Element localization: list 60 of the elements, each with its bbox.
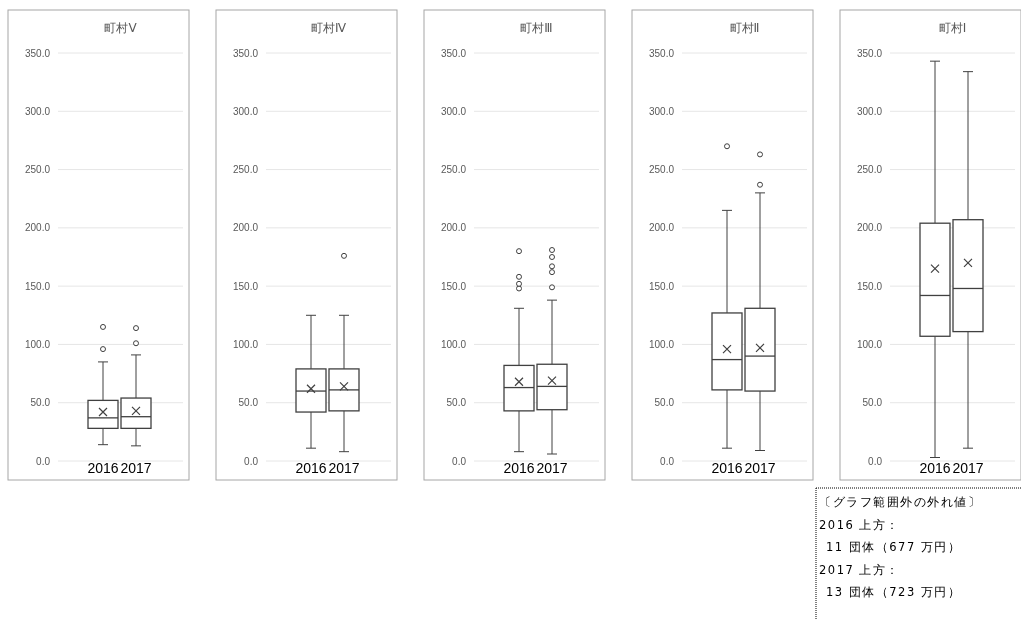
y-tick-label: 50.0 bbox=[654, 397, 675, 409]
y-tick-label: 0.0 bbox=[36, 455, 51, 467]
y-tick-label: 200.0 bbox=[856, 222, 883, 234]
y-tick-label: 100.0 bbox=[856, 338, 883, 350]
text: 2017 上方： bbox=[819, 562, 900, 577]
y-tick-label: 350.0 bbox=[232, 47, 259, 59]
y-tick-label: 50.0 bbox=[238, 397, 259, 409]
y-tick-label: 100.0 bbox=[648, 338, 675, 350]
y-tick-label: 350.0 bbox=[648, 47, 675, 59]
y-tick-label: 150.0 bbox=[440, 280, 467, 292]
y-tick-label: 50.0 bbox=[446, 397, 467, 409]
chart-title: 町村Ⅳ bbox=[310, 21, 347, 35]
y-tick-label: 0.0 bbox=[452, 455, 467, 467]
x-tick-label: 2016 bbox=[87, 460, 119, 476]
text: 2016 上方： bbox=[819, 517, 900, 532]
x-tick-label: 2016 bbox=[295, 460, 327, 476]
y-tick-label: 350.0 bbox=[24, 47, 51, 59]
y-tick-label: 300.0 bbox=[648, 105, 675, 117]
y-tick-label: 150.0 bbox=[856, 280, 883, 292]
text: 11 団体（677 万円） bbox=[826, 540, 962, 554]
y-tick-label: 100.0 bbox=[232, 338, 259, 350]
y-tick-label: 200.0 bbox=[648, 222, 675, 234]
y-tick-label: 250.0 bbox=[24, 164, 51, 176]
y-tick-label: 150.0 bbox=[24, 280, 51, 292]
y-tick-label: 300.0 bbox=[856, 105, 883, 117]
y-tick-label: 50.0 bbox=[862, 397, 883, 409]
y-tick-label: 150.0 bbox=[232, 280, 259, 292]
y-tick-label: 250.0 bbox=[232, 164, 259, 176]
y-tick-label: 200.0 bbox=[24, 222, 51, 234]
chart-title: 町村Ⅲ bbox=[520, 21, 553, 35]
y-tick-label: 250.0 bbox=[856, 164, 883, 176]
x-tick-label: 2017 bbox=[328, 460, 360, 476]
y-tick-label: 100.0 bbox=[440, 338, 467, 350]
x-tick-label: 2017 bbox=[952, 460, 984, 476]
x-tick-label: 2016 bbox=[503, 460, 535, 476]
x-tick-label: 2017 bbox=[120, 460, 152, 476]
y-tick-label: 50.0 bbox=[30, 397, 51, 409]
chart-title: 町村Ⅴ bbox=[104, 21, 138, 35]
y-tick-label: 300.0 bbox=[24, 105, 51, 117]
y-tick-label: 150.0 bbox=[648, 280, 675, 292]
chart-title: 町村Ⅰ bbox=[938, 21, 967, 35]
y-tick-label: 350.0 bbox=[856, 47, 883, 59]
y-tick-label: 350.0 bbox=[440, 47, 467, 59]
x-tick-label: 2016 bbox=[919, 460, 951, 476]
chart-title: 町村Ⅱ bbox=[729, 21, 760, 35]
y-tick-label: 300.0 bbox=[232, 105, 259, 117]
y-tick-label: 0.0 bbox=[868, 455, 883, 467]
y-tick-label: 0.0 bbox=[244, 455, 259, 467]
y-tick-label: 250.0 bbox=[648, 164, 675, 176]
y-tick-label: 200.0 bbox=[440, 222, 467, 234]
y-tick-label: 100.0 bbox=[24, 338, 51, 350]
x-tick-label: 2017 bbox=[536, 460, 568, 476]
text: 13 団体（723 万円） bbox=[826, 585, 962, 599]
x-tick-label: 2016 bbox=[711, 460, 743, 476]
y-tick-label: 0.0 bbox=[660, 455, 675, 467]
y-tick-label: 300.0 bbox=[440, 105, 467, 117]
text: 〔グラフ範囲外の外れ値〕 bbox=[819, 495, 981, 509]
x-tick-label: 2017 bbox=[744, 460, 776, 476]
y-tick-label: 250.0 bbox=[440, 164, 467, 176]
y-tick-label: 200.0 bbox=[232, 222, 259, 234]
